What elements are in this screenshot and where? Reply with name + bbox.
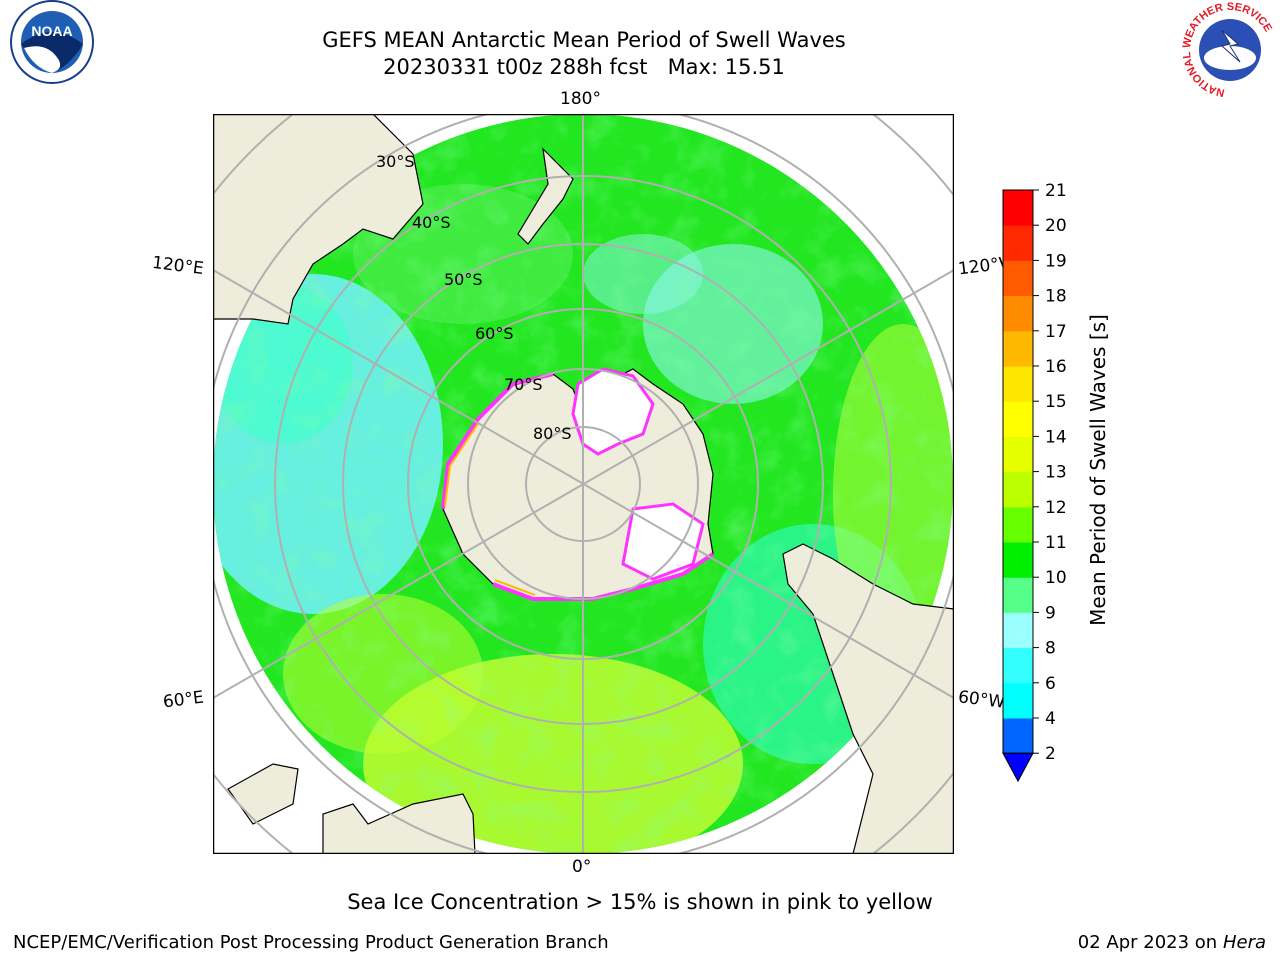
- lat-label-30s: 30°S: [376, 152, 415, 171]
- colorbar-segment: [1003, 718, 1033, 754]
- graticule: [213, 114, 954, 854]
- colorbar-segment: [1003, 682, 1033, 719]
- colorbar-tick-label: 17: [1045, 322, 1067, 342]
- colorbar-tick-label: 14: [1045, 427, 1067, 447]
- noaa-logo-text: NOAA: [31, 23, 72, 39]
- noaa-logo: NOAA: [10, 0, 94, 84]
- colorbar-segment: [1003, 295, 1033, 332]
- chart-subtitle: 20230331 t00z 288h fcst Max: 15.51: [383, 55, 785, 79]
- colorbar-tick-label: 15: [1045, 392, 1067, 412]
- new-zealand: [517, 147, 574, 245]
- lat-label-40s: 40°S: [412, 213, 451, 232]
- lon-label-0: 0°: [572, 857, 592, 877]
- lat-label-80s: 80°S: [533, 424, 572, 443]
- colorbar-segment: [1003, 225, 1033, 261]
- colorbar-segment: [1003, 401, 1033, 437]
- colorbar-segment: [1003, 612, 1033, 649]
- footer-credit: NCEP/EMC/Verification Post Processing Pr…: [13, 932, 609, 953]
- colorbar-tick-label: 4: [1045, 709, 1056, 729]
- colorbar-tick-label: 2: [1045, 744, 1056, 764]
- colorbar-tick-label: 9: [1045, 603, 1056, 623]
- ross-ice-shelf: [571, 367, 655, 456]
- colorbar-segment: [1003, 471, 1033, 508]
- colorbar-tick-label: 18: [1045, 287, 1067, 307]
- footer-date: 02 Apr 2023 on Hera: [1078, 932, 1266, 953]
- colorbar-segment: [1003, 577, 1033, 613]
- nws-logo: NATIONAL WEATHER SERVICE: [1181, 1, 1276, 99]
- footer-host: Hera: [1222, 932, 1266, 953]
- colorbar-tick-label: 12: [1045, 498, 1067, 518]
- colorbar-segment: [1003, 506, 1033, 543]
- colorbar-tick-label: 13: [1045, 463, 1067, 483]
- colorbar-label: Mean Period of Swell Waves [s]: [1086, 314, 1110, 626]
- colorbar-segment: [1003, 190, 1033, 226]
- colorbar-tick-label: 6: [1045, 674, 1056, 694]
- colorbar-segment: [1003, 260, 1033, 297]
- chart-title: GEFS MEAN Antarctic Mean Period of Swell…: [322, 28, 846, 52]
- lon-label-60e: 60°E: [161, 687, 205, 713]
- polar-stereographic-map: [213, 114, 954, 854]
- weddell-sea-ice: [621, 502, 705, 581]
- map-border: [213, 114, 954, 854]
- colorbar-tick-label: 11: [1045, 533, 1067, 553]
- lat-label-60s: 60°S: [475, 324, 514, 343]
- lat-label-50s: 50°S: [444, 270, 483, 289]
- footer-date-text: 02 Apr 2023 on: [1077, 932, 1223, 953]
- colorbar-tick-label: 16: [1045, 357, 1067, 377]
- sea-ice-edge-yellow: [444, 421, 536, 596]
- colorbar-segment: [1003, 330, 1033, 367]
- lon-label-120e: 120°E: [150, 252, 205, 280]
- colorbar-extend-arrow: [1002, 752, 1034, 783]
- lon-label-180: 180°: [560, 89, 601, 109]
- colorbar-segment: [1003, 436, 1033, 473]
- colorbar-tick-label: 10: [1045, 568, 1067, 588]
- colorbar-tick-label: 8: [1045, 639, 1056, 659]
- colorbar-tick-label: 21: [1045, 181, 1067, 201]
- colorbar-segment: [1003, 647, 1033, 684]
- colorbar-tick-label: 20: [1045, 216, 1067, 236]
- madagascar: [227, 763, 299, 825]
- colorbar: 2 4 6 8 9 10 11 12 13 14 15 16 17 18 19 20 21: [1002, 181, 1067, 783]
- colorbar-segment: [1003, 366, 1033, 402]
- colorbar-segment: [1003, 542, 1033, 578]
- sea-ice-footnote: Sea Ice Concentration > 15% is shown in …: [347, 890, 933, 914]
- south-america: [782, 543, 954, 854]
- lat-label-70s: 70°S: [504, 375, 543, 394]
- colorbar-tick-label: 19: [1045, 251, 1067, 271]
